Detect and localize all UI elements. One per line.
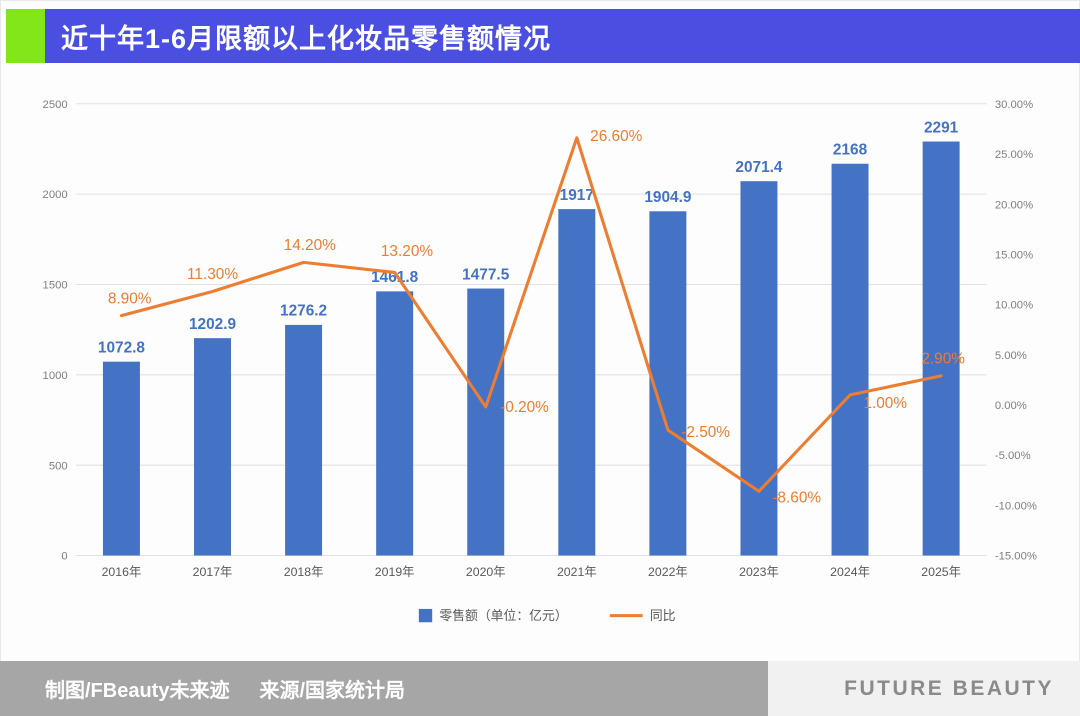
bar (649, 210, 687, 556)
legend-bar-label: 零售额（单位：亿元） (439, 608, 567, 623)
bar (376, 290, 414, 556)
x-axis-label: 2020年 (466, 565, 506, 579)
yoy-value-label: 8.90% (108, 290, 152, 307)
right-axis-tick: -5.00% (995, 450, 1031, 462)
accent-square (6, 9, 45, 63)
bar (102, 361, 140, 556)
combo-chart: 0 500 1000 1500 2000 2500 -15.00% -10.00% -5.00%… (43, 98, 1037, 623)
right-axis-tick: 20.00% (995, 199, 1033, 211)
x-axis-label: 2024年 (830, 565, 870, 579)
bar (922, 141, 960, 556)
bar (194, 337, 231, 556)
bar-value-label: 1276.2 (280, 302, 327, 319)
bar (740, 180, 778, 556)
left-axis-tick: 1500 (43, 279, 68, 291)
header: 近十年1-6月限额以上化妆品零售额情况 (6, 9, 1080, 63)
yoy-value-label: -8.60% (772, 489, 821, 506)
x-axis-label: 2016年 (102, 565, 142, 579)
legend: 零售额（单位：亿元） 同比 (418, 608, 676, 623)
x-axis-label: 2023年 (739, 565, 779, 579)
yoy-line (119, 135, 943, 493)
credit-source: 来源/国家统计局 (259, 680, 406, 702)
yoy-value-label: 1.00% (863, 395, 907, 412)
right-axis-tick: 5.00% (995, 349, 1027, 361)
right-axis-tick: 25.00% (995, 149, 1033, 161)
right-axis-tick: -15.00% (995, 550, 1037, 562)
chart-area: 0 500 1000 1500 2000 2500 -15.00% -10.00% -5.00%… (0, 63, 1080, 661)
left-axis-tick: 500 (49, 460, 68, 472)
x-axis-label: 2025年 (921, 565, 961, 579)
page-title: 近十年1-6月限额以上化妆品零售额情况 (61, 23, 552, 54)
yoy-value-label: -0.20% (500, 399, 549, 416)
left-axis-tick: 0 (61, 550, 67, 562)
right-axis-tick: 15.00% (995, 249, 1033, 261)
footer: 制图/FBeauty未来迹 来源/国家统计局 FUTURE BEAUTY (0, 661, 1080, 716)
bar-value-label: 1904.9 (644, 189, 691, 206)
yoy-value-label: 26.60% (590, 127, 643, 144)
left-axis-tick: 2000 (43, 189, 68, 201)
bar-value-label: 1461.8 (371, 269, 419, 286)
legend-bar-swatch (418, 608, 433, 622)
yoy-value-label: 2.90% (921, 350, 965, 367)
credits-bar: 制图/FBeauty未来迹 来源/国家统计局 (0, 661, 768, 716)
x-axis-label: 2017年 (193, 565, 233, 579)
yoy-value-label: -2.50% (681, 424, 730, 441)
legend-line-label: 同比 (650, 608, 676, 623)
bar (831, 163, 869, 556)
x-axis-label: 2022年 (648, 565, 688, 579)
title-banner: 近十年1-6月限额以上化妆品零售额情况 (45, 9, 1080, 63)
bar-value-label: 2071.4 (735, 158, 783, 175)
left-axis-tick: 1000 (43, 369, 68, 381)
yoy-value-label: 14.20% (284, 237, 337, 254)
x-axis-label: 2018年 (284, 565, 324, 579)
brand-logo: FUTURE BEAUTY (844, 676, 1054, 700)
bar-value-label: 1202.9 (189, 315, 236, 332)
bar-value-label: 2168 (833, 141, 868, 158)
bar-value-label: 2291 (924, 119, 959, 136)
credit-chart-maker: 制图/FBeauty未来迹 (45, 680, 230, 702)
brand-zone: FUTURE BEAUTY (768, 661, 1080, 716)
x-axis-label: 2021年 (557, 565, 597, 579)
right-axis-tick: -10.00% (995, 500, 1037, 512)
bar (558, 208, 596, 556)
bar (467, 288, 505, 556)
yoy-value-label: 11.30% (187, 266, 238, 283)
x-axis-label: 2019年 (375, 565, 415, 579)
bar-value-label: 1072.8 (98, 339, 146, 356)
bar (285, 324, 323, 556)
right-axis-tick: 0.00% (995, 400, 1027, 412)
right-axis-tick: 30.00% (995, 98, 1033, 110)
bar-value-label: 1917 (560, 186, 594, 203)
right-axis-tick: 10.00% (995, 299, 1033, 311)
left-axis-tick: 2500 (43, 98, 68, 110)
yoy-value-label: 13.20% (381, 242, 434, 259)
bar-value-label: 1477.5 (462, 266, 510, 283)
